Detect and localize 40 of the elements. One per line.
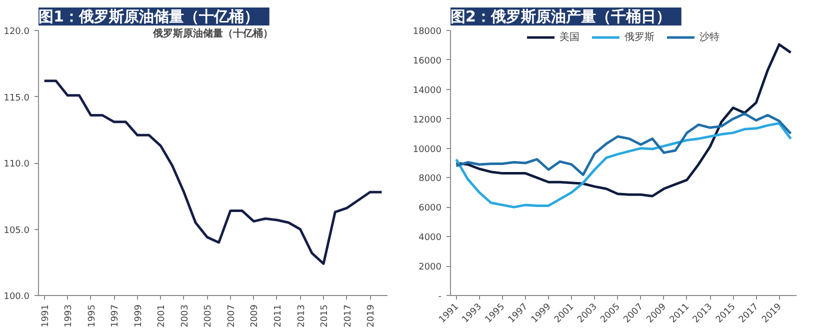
x-tick-label: 2003: [180, 304, 190, 328]
x-tick-label: 2001: [157, 304, 168, 328]
x-tick-label: 1995: [87, 304, 98, 328]
y-tick-label: 8000: [418, 174, 442, 184]
y-tick-label: 16000: [412, 56, 442, 66]
y-tick-label: 4000: [418, 233, 442, 244]
legend-label: 俄罗斯: [624, 30, 654, 44]
y-tick-label: 10000: [412, 144, 442, 155]
chart-title: 图2：俄罗斯原油产量（千桶日）: [450, 8, 671, 26]
y-tick-label: 100.0: [4, 292, 30, 302]
y-tick-label: 120.0: [4, 27, 30, 37]
y-tick-label: 110.0: [4, 160, 30, 170]
x-tick-label: 1997: [110, 304, 121, 328]
line-series: [43, 80, 383, 265]
x-tick-label: 2017: [343, 304, 354, 328]
y-tick-label: 115.0: [4, 93, 30, 104]
y-tick-label: 6000: [418, 204, 442, 214]
x-tick-label: 2005: [204, 304, 214, 328]
x-tick-label: 1991: [40, 304, 51, 328]
x-tick-label: 1999: [134, 304, 144, 328]
y-tick-label: 18000: [412, 27, 442, 37]
x-tick-label: 2013: [296, 304, 307, 328]
chart-subtitle: 俄罗斯原油储量（十亿桶）: [152, 28, 273, 40]
y-tick-label: 105.0: [4, 226, 30, 236]
y-tick-label: 2000: [418, 262, 442, 273]
legend-label: 美国: [560, 30, 580, 44]
line-series: [455, 43, 792, 198]
x-tick-label: 2019: [366, 304, 377, 328]
x-tick-label: 2015: [320, 304, 330, 328]
chart-title: 图1：俄罗斯原油储量（十亿桶）: [38, 8, 259, 26]
legend-label: 沙特: [700, 30, 720, 44]
y-tick-label: 14000: [412, 86, 442, 96]
x-tick-label: 1993: [64, 304, 74, 328]
x-tick-label: 2009: [250, 304, 260, 328]
line-series: [455, 112, 792, 176]
line-series: [455, 122, 792, 208]
y-tick-label: -: [438, 292, 442, 302]
y-tick-label: 12000: [412, 115, 442, 126]
x-tick-label: 2007: [226, 304, 237, 328]
x-tick-label: 2011: [273, 304, 284, 328]
